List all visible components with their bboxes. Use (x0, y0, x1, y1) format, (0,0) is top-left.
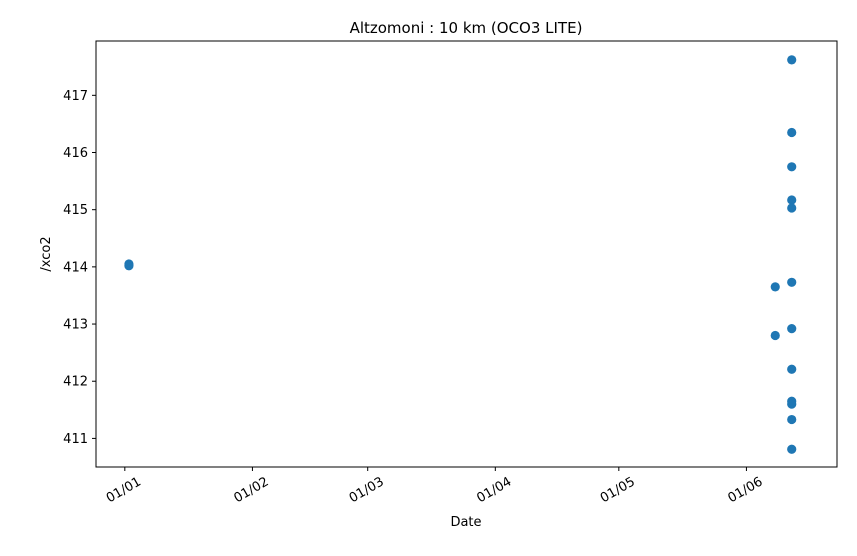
data-point (787, 203, 797, 213)
y-tick-label: 412 (63, 375, 88, 390)
data-point (787, 55, 797, 65)
data-points (124, 55, 797, 454)
data-point (770, 282, 780, 292)
y-tick-label: 413 (63, 318, 88, 333)
chart-title: Altzomoni : 10 km (OCO3 LITE) (350, 19, 583, 37)
y-tick-label: 417 (63, 89, 88, 104)
data-point (787, 162, 797, 172)
x-axis-label: Date (450, 515, 481, 530)
y-tick-label: 414 (63, 260, 88, 275)
data-point (787, 277, 797, 287)
y-tick-label: 415 (63, 203, 88, 218)
data-point (787, 414, 797, 425)
data-point (787, 444, 797, 454)
data-point (787, 324, 797, 334)
plot-frame (95, 40, 838, 468)
y-axis-label: /xco2 (39, 236, 54, 271)
data-point (787, 364, 797, 374)
data-point (124, 261, 134, 271)
y-axis-ticks: 411 412 413 414 415 416 417 (63, 89, 96, 447)
y-tick-label: 416 (63, 146, 88, 161)
data-point (787, 195, 797, 205)
data-point (770, 330, 780, 341)
data-point (787, 399, 797, 409)
y-tick-label: 411 (63, 432, 88, 447)
data-point (787, 127, 797, 138)
